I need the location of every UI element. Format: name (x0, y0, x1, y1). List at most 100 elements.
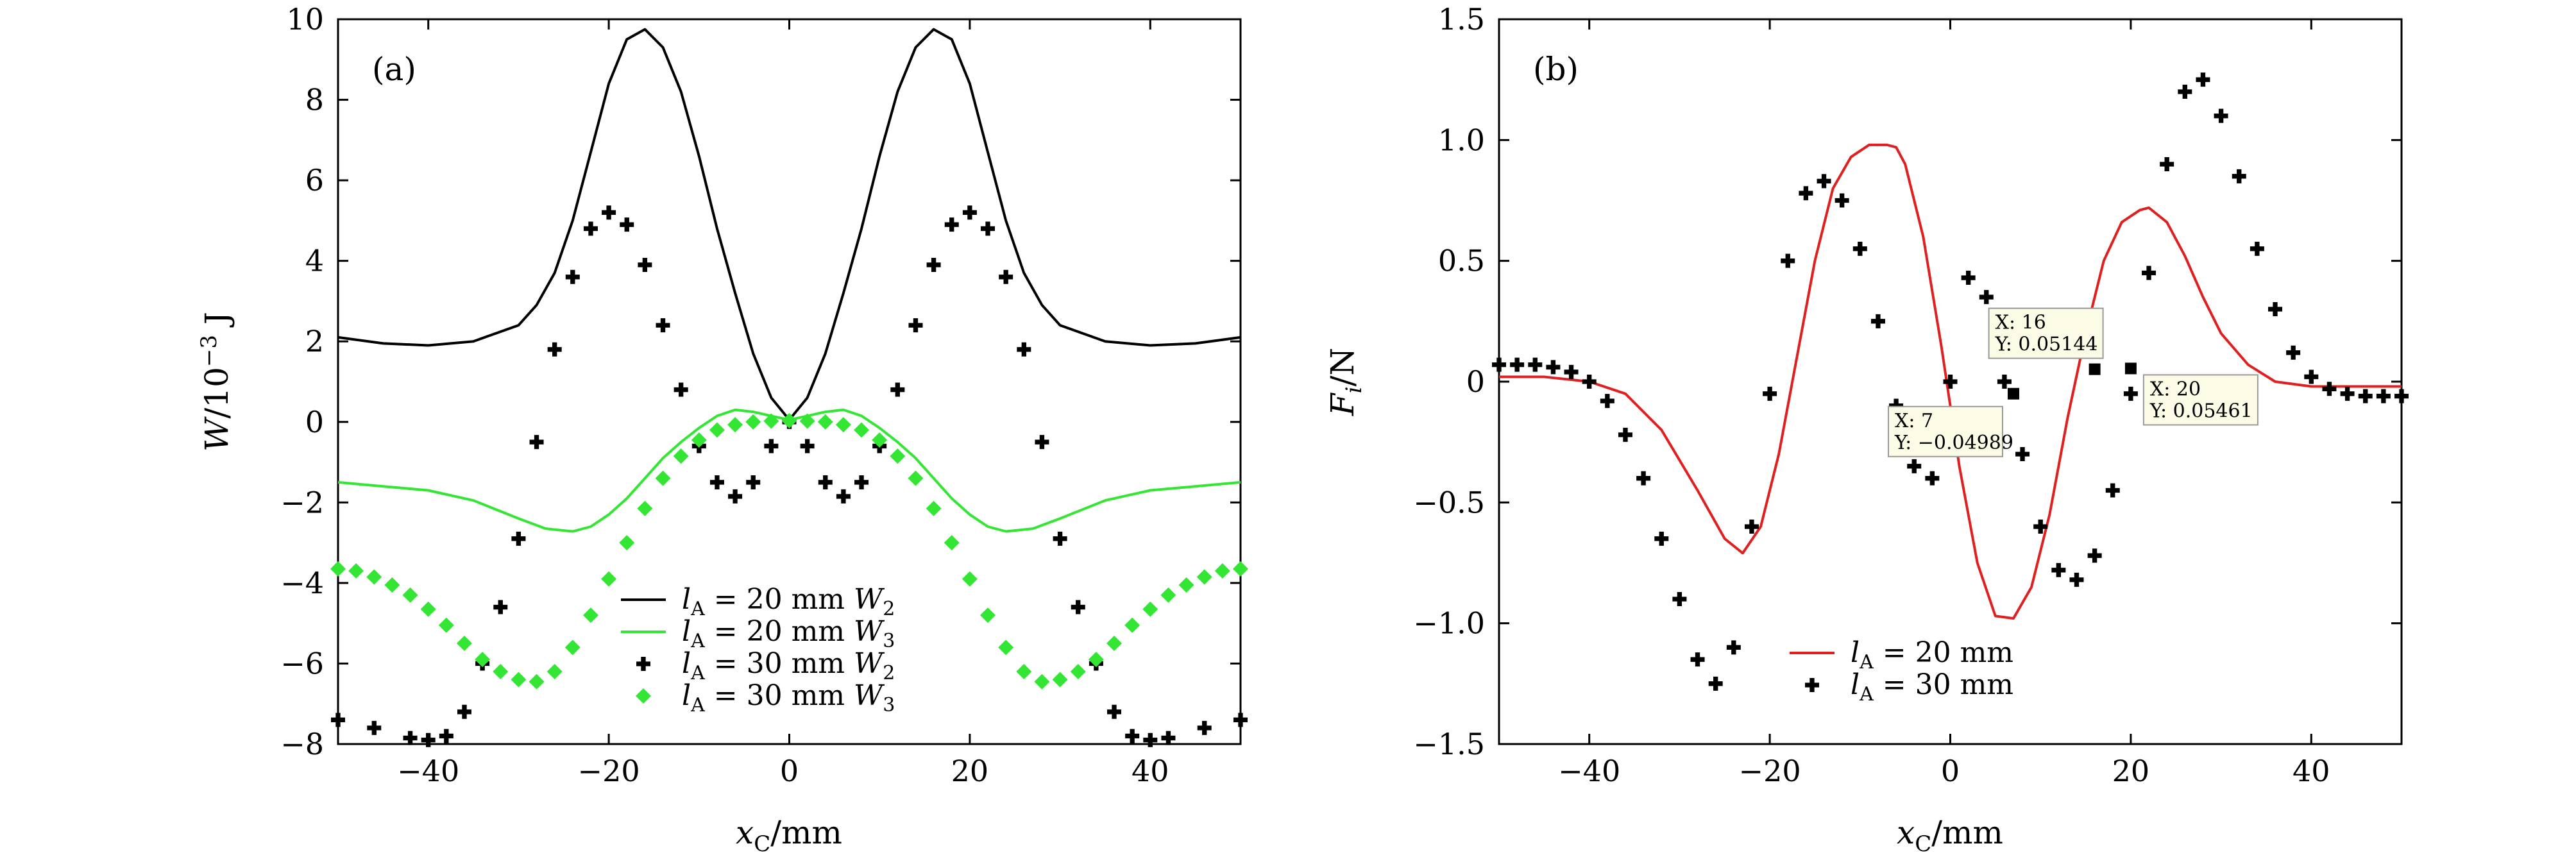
data-point (547, 342, 562, 357)
data-point (1763, 386, 1777, 401)
x-tick-label: −20 (1739, 754, 1801, 788)
data-point (1564, 364, 1579, 379)
datatip-box (1887, 405, 2003, 457)
data-point (1125, 729, 1140, 743)
datatip[interactable]: X: 7Y: −0.04989 (1887, 387, 2019, 457)
datatip-y: Y: 0.05144 (1995, 334, 2098, 356)
data-point (1160, 587, 1176, 603)
data-point (511, 531, 526, 546)
data-point (348, 563, 364, 579)
legend-swatch (636, 657, 650, 672)
data-point (1726, 640, 1741, 655)
data-point (1907, 459, 1922, 473)
data-point (908, 470, 924, 486)
data-point (2340, 386, 2355, 401)
x-tick-label: 0 (1941, 754, 1960, 788)
y-tick-label: 2 (305, 324, 324, 359)
data-point (835, 417, 851, 433)
data-point (330, 561, 346, 577)
legend-label: lA = 30 mm (1851, 668, 2013, 706)
y-tick-label: −4 (280, 566, 324, 600)
legend-swatch (636, 688, 651, 704)
data-point (1582, 375, 1597, 389)
data-point (1654, 531, 1669, 546)
data-point (2196, 72, 2210, 87)
legend-entry: lA = 30 mm (1805, 668, 2013, 706)
datatip-box (1988, 307, 2104, 359)
data-point (1835, 193, 1849, 208)
data-point (601, 571, 617, 587)
data-point (2178, 85, 2192, 99)
y-tick-label: 1.5 (1438, 2, 1485, 37)
data-point (1214, 563, 1230, 579)
legend-label: lA = 20 mm (1851, 636, 2013, 673)
y-tick-label: 10 (286, 2, 324, 37)
data-point (1528, 357, 1543, 372)
panel-a-plot (330, 28, 1248, 747)
legend-label: lA = 20 mm W3 (682, 615, 895, 652)
data-point (818, 475, 833, 489)
datatip-marker (2007, 387, 2019, 400)
data-point (2087, 548, 2102, 563)
data-point (1088, 652, 1104, 668)
data-point (655, 470, 671, 486)
panel-a-y-axis-label: W/10−3 J (196, 312, 235, 452)
data-point (1107, 704, 1122, 719)
data-point (854, 422, 870, 438)
y-tick-label: −6 (280, 646, 324, 681)
data-point (529, 673, 545, 690)
data-point (2033, 520, 2048, 534)
data-point (1799, 186, 1813, 201)
panel-a-tag: (a) (372, 51, 416, 88)
data-point (2322, 382, 2337, 396)
data-point (1690, 652, 1705, 667)
y-tick-label: 0 (305, 405, 324, 439)
data-point (1106, 636, 1123, 652)
x-tick-label: 20 (2112, 754, 2150, 788)
legend-swatch (1805, 678, 1819, 693)
data-point (1124, 617, 1140, 633)
legend-entry: lA = 30 mm W2 (636, 647, 895, 684)
datatip-x: X: 16 (1996, 312, 2046, 334)
data-point (908, 318, 923, 333)
legend-label: lA = 30 mm W2 (682, 647, 895, 684)
datatip[interactable]: X: 16Y: 0.05144 (1988, 307, 2104, 375)
y-tick-label: −1.5 (1413, 727, 1485, 761)
series-2 (1492, 72, 2409, 691)
y-tick-label: 4 (305, 244, 324, 278)
data-point (1817, 174, 1831, 189)
data-point (1492, 357, 1506, 372)
data-point (2142, 266, 2157, 280)
data-point (439, 729, 453, 743)
data-point (926, 500, 942, 516)
data-point (620, 217, 634, 232)
data-point (564, 640, 580, 656)
data-point (637, 500, 653, 516)
data-point (1708, 676, 1723, 691)
data-point (1979, 290, 1994, 305)
datatip[interactable]: X: 20Y: 0.05461 (2124, 362, 2258, 426)
y-tick-label: −0.5 (1413, 485, 1485, 520)
data-point (493, 664, 509, 679)
data-point (727, 417, 743, 433)
x-tick-label: 40 (2292, 754, 2330, 788)
data-point (709, 422, 725, 438)
legend-entry: lA = 20 mm W3 (621, 615, 895, 652)
x-tick-label: 40 (1131, 754, 1169, 788)
data-point (2286, 345, 2301, 360)
data-point (1546, 360, 1561, 375)
data-point (2015, 447, 2030, 461)
x-tick-label: 20 (951, 754, 989, 788)
data-point (1161, 731, 1176, 745)
data-point (1034, 673, 1050, 690)
data-point (674, 382, 688, 397)
panel-b-x-axis-label: xC/mm (1897, 814, 2003, 857)
data-point (745, 414, 761, 430)
data-point (456, 636, 472, 652)
legend-entry: lA = 20 mm W2 (621, 583, 895, 620)
y-tick-label: 6 (305, 163, 324, 198)
panel-b-tag: (b) (1533, 51, 1579, 88)
data-point (583, 221, 598, 236)
data-point (980, 607, 996, 623)
